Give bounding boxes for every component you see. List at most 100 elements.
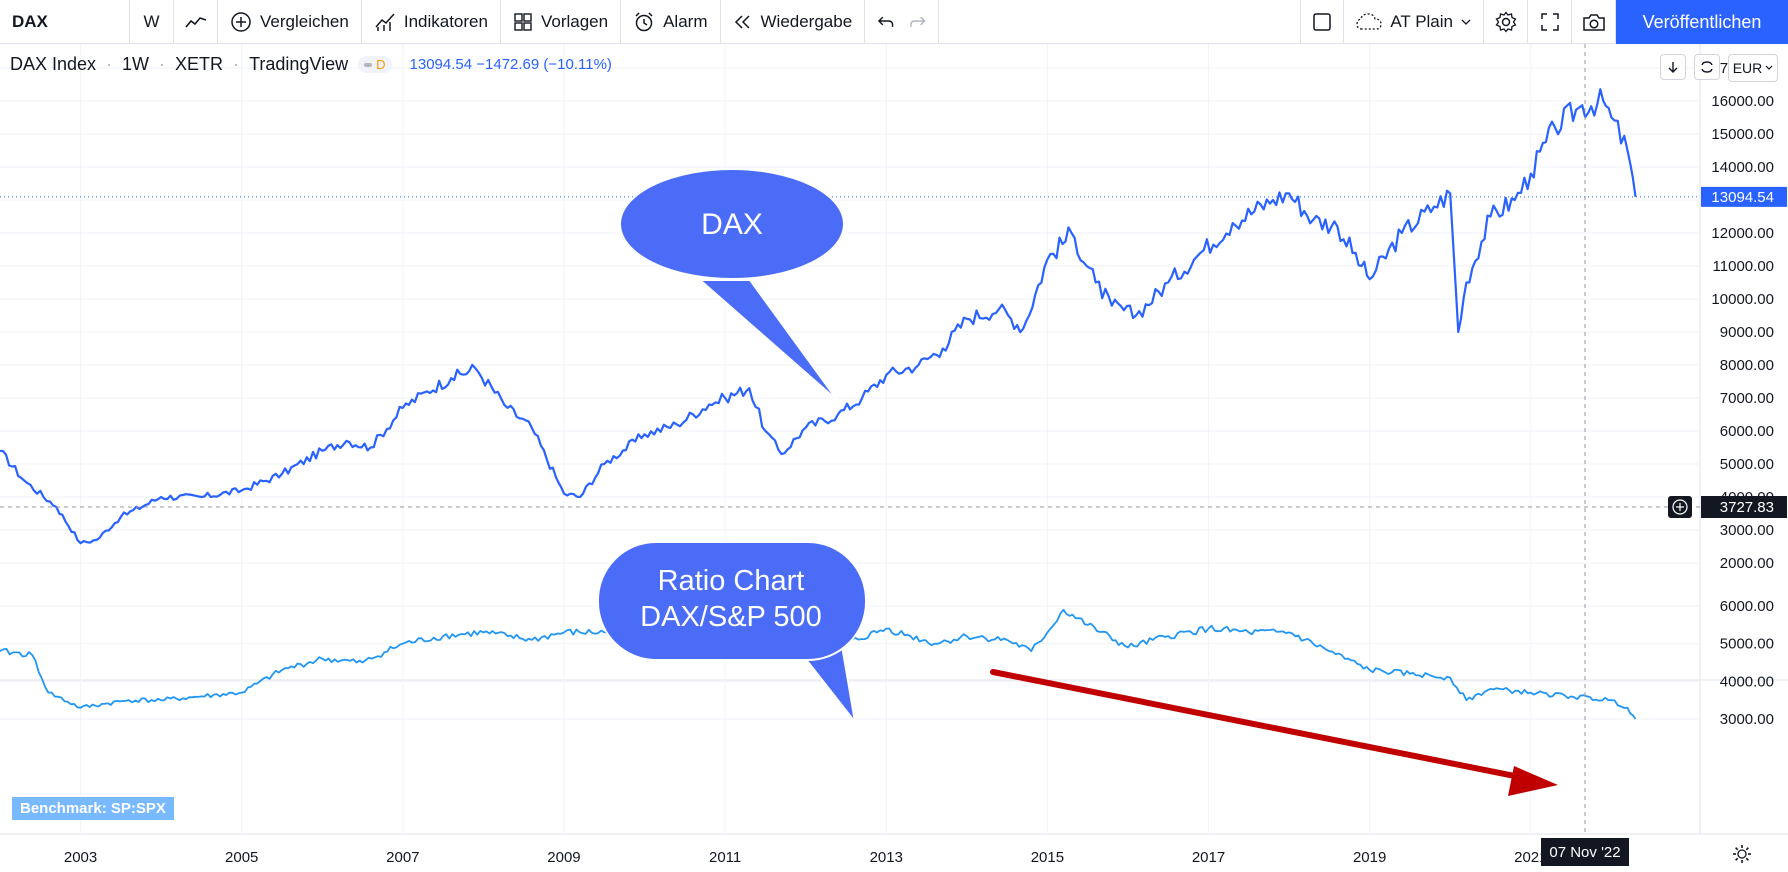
compare-label: Vergleichen: [260, 11, 349, 31]
gear-tooth: [1735, 847, 1739, 851]
plus-circle: [1672, 499, 1688, 515]
replay-rewind-icon: [734, 14, 750, 29]
templates-button[interactable]: Vorlagen: [501, 0, 622, 44]
interval-label: W: [143, 11, 160, 31]
fullscreen-icon: [1540, 12, 1559, 31]
dax-callout: DAX: [619, 168, 845, 402]
layout-name: AT Plain: [1390, 11, 1453, 31]
chart-grid: [0, 44, 1788, 835]
snapshot-button[interactable]: [1572, 0, 1616, 44]
plus-circle-icon: [231, 11, 251, 32]
legend-exchange: XETR: [175, 54, 224, 74]
legend-separator: ·: [106, 54, 113, 74]
dax-callout-text: DAX: [701, 208, 763, 241]
chart-overlay: 13094.54 3727.83 07 Nov '22 DAX Ratio Chart D…: [0, 44, 1787, 866]
chart-legend: DAX Index · 1W · XETR · TradingView D 13…: [10, 54, 612, 75]
dax-line: [0, 88, 1637, 545]
replay-button[interactable]: Wiedergabe: [721, 0, 866, 44]
alarm-clock-icon: [635, 11, 653, 31]
chevron-down-icon: [1461, 19, 1471, 25]
ratio-tick-label: 4000.00: [1720, 673, 1774, 690]
legend-separator: ·: [233, 54, 240, 74]
price-tick-label: 3000.00: [1720, 522, 1774, 539]
ratio-tick-label: 5000.00: [1720, 636, 1774, 653]
cloud-icon: [1356, 12, 1382, 30]
ratio-callout-text-line1: Ratio Chart: [658, 565, 805, 597]
crosshair-price-tag: [1701, 496, 1787, 518]
chart-canvas[interactable]: 2000.00 3000.00 4000.00 5000.00 6000.00 7000.…: [0, 44, 1788, 872]
last-price-tag: [1701, 186, 1787, 207]
price-tick-label: 11000.00: [1713, 258, 1774, 275]
publish-button[interactable]: Veröffentlichen: [1616, 0, 1788, 44]
fullscreen-button[interactable]: [1528, 0, 1572, 44]
undo-icon[interactable]: [877, 15, 895, 29]
indicators-icon: [375, 13, 395, 31]
top-toolbar: DAX W Vergleichen Indikatoren Vorlagen A…: [0, 0, 1788, 44]
downtrend-arrow: [990, 669, 1558, 796]
symbol-search-button[interactable]: DAX: [0, 0, 130, 44]
templates-grid-icon: [514, 12, 532, 31]
crosshair-price-label: 3727.83: [1720, 499, 1774, 516]
price-tick-label: 10000.00: [1711, 291, 1774, 308]
gear-hub: [1737, 849, 1747, 859]
legend-interval: 1W: [122, 54, 150, 74]
alarm-label: Alarm: [663, 11, 708, 31]
price-tick-label: 12000.00: [1711, 225, 1774, 242]
ratio-tick-label: 3000.00: [1720, 711, 1774, 728]
gear-icon: [1495, 10, 1516, 33]
legend-separator: ·: [159, 54, 166, 74]
add-alert-plus-icon: [1668, 496, 1692, 518]
chevron-down-icon: [1765, 65, 1773, 70]
chart-type-button[interactable]: [174, 0, 218, 44]
legend-title[interactable]: DAX Index: [10, 54, 97, 74]
price-tick-label: 15000.00: [1711, 126, 1774, 143]
ratio-callout: Ratio Chart DAX/S&P 500: [597, 541, 867, 723]
time-tick-label: 2011: [709, 849, 741, 866]
scroll-to-latest-button[interactable]: [1660, 54, 1686, 80]
time-tick-label: 2013: [870, 849, 903, 866]
ratio-callout-text-line2: DAX/S&P 500: [640, 601, 822, 633]
interval-button[interactable]: W: [130, 0, 174, 44]
downtrend-arrow-shaft: [990, 669, 1528, 781]
price-tick-label: 2000.00: [1720, 555, 1774, 572]
settings-button[interactable]: [1484, 0, 1528, 44]
select-layout-button[interactable]: [1300, 0, 1345, 44]
indicators-button[interactable]: Indikatoren: [362, 0, 501, 44]
price-tick-label: 16000.00: [1711, 93, 1774, 110]
scale-controls: EUR: [1660, 54, 1778, 82]
time-axis-settings-icon: [1733, 845, 1751, 863]
undo-redo-group: [865, 0, 940, 44]
dax-callout-bubble: [619, 168, 845, 280]
line-chart-icon: [184, 16, 206, 28]
layout-dropdown[interactable]: AT Plain: [1344, 0, 1484, 44]
reset-scale-button[interactable]: [1694, 54, 1720, 80]
time-tick-label: 2015: [1031, 849, 1064, 866]
camera-icon: [1582, 13, 1605, 31]
ratio-tick-label: 6000.00: [1720, 598, 1774, 615]
time-tick-label: 2003: [64, 849, 97, 866]
legend-source: TradingView: [249, 54, 349, 74]
time-tick-label: 2017: [1192, 849, 1225, 866]
redo-icon[interactable]: [909, 15, 927, 29]
square-icon: [1313, 12, 1332, 31]
time-tick-label: 2007: [386, 849, 419, 866]
price-tick-label: 9000.00: [1720, 324, 1774, 341]
currency-selector[interactable]: EUR: [1728, 54, 1778, 82]
badge-label: D: [376, 57, 386, 72]
templates-label: Vorlagen: [540, 11, 609, 31]
symbol-label: DAX: [12, 11, 48, 31]
market-status-badge[interactable]: D: [358, 56, 392, 73]
alarm-button[interactable]: Alarm: [621, 0, 721, 44]
last-price-label: 13094.54: [1711, 189, 1774, 206]
price-tick-label: 8000.00: [1720, 357, 1774, 374]
crosshair-date-label: 07 Nov '22: [1549, 844, 1620, 861]
arrow-down-icon: [1668, 62, 1678, 73]
gear-tooth: [1745, 857, 1749, 861]
price-tick-label: 7000.00: [1720, 390, 1774, 407]
price-scale: 2000.00 3000.00 4000.00 5000.00 6000.00 7000.…: [64, 60, 1774, 866]
compare-button[interactable]: Vergleichen: [218, 0, 362, 44]
price-tick-label: 5000.00: [1720, 456, 1774, 473]
indicators-label: Indikatoren: [403, 11, 488, 31]
time-tick-label: 2005: [225, 849, 258, 866]
dax-callout-tail: [697, 279, 839, 402]
